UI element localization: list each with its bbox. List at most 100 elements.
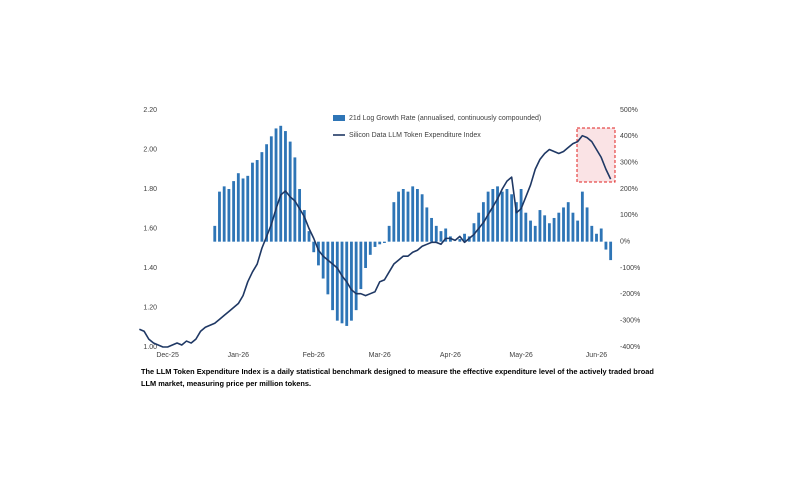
bar bbox=[566, 202, 570, 242]
y2-tick-label: 300% bbox=[620, 160, 638, 167]
bar bbox=[373, 241, 377, 247]
caption: The LLM Token Expenditure Index is a dai… bbox=[141, 367, 654, 388]
bar bbox=[232, 181, 236, 242]
bar bbox=[378, 241, 382, 245]
bar bbox=[505, 189, 509, 242]
y2-tick-label: -200% bbox=[620, 291, 640, 298]
bar bbox=[236, 173, 240, 242]
bar bbox=[595, 233, 598, 242]
y-tick-label: 1.80 bbox=[143, 186, 157, 193]
bar bbox=[486, 191, 490, 242]
y2-tick-label: -400% bbox=[620, 344, 640, 351]
bar bbox=[251, 162, 254, 242]
x-tick-label: Feb-26 bbox=[303, 352, 325, 359]
y2-tick-label: 400% bbox=[620, 133, 638, 140]
bar bbox=[430, 217, 433, 242]
bar bbox=[279, 125, 283, 242]
bar bbox=[265, 144, 269, 242]
bar bbox=[401, 189, 405, 242]
bar bbox=[538, 210, 542, 242]
y2-tick-label: -100% bbox=[620, 265, 640, 272]
bar bbox=[472, 223, 476, 242]
bar bbox=[552, 217, 556, 242]
y-tick-label: 2.20 bbox=[143, 107, 157, 114]
bar bbox=[406, 191, 410, 242]
bar bbox=[312, 241, 316, 253]
bar bbox=[246, 175, 250, 242]
bar bbox=[213, 225, 217, 242]
bar bbox=[524, 212, 528, 242]
bar bbox=[439, 231, 443, 242]
bar bbox=[510, 194, 514, 242]
bar bbox=[609, 241, 613, 261]
bar bbox=[420, 194, 424, 242]
bar bbox=[241, 178, 245, 242]
bar bbox=[463, 233, 466, 242]
bar bbox=[557, 212, 561, 242]
bar bbox=[543, 215, 547, 242]
y2-tick-label: 100% bbox=[620, 212, 638, 219]
bar bbox=[491, 189, 495, 242]
bar bbox=[293, 157, 297, 242]
x-tick-label: Apr-26 bbox=[440, 352, 461, 359]
bar bbox=[477, 212, 481, 242]
bar bbox=[359, 241, 363, 290]
bar bbox=[444, 228, 448, 242]
highlight-box bbox=[576, 127, 616, 183]
bar bbox=[340, 241, 344, 324]
bar bbox=[218, 191, 221, 242]
bar bbox=[326, 241, 330, 295]
bar bbox=[335, 241, 339, 321]
bar bbox=[350, 241, 353, 321]
index-line bbox=[139, 134, 612, 348]
legend-label: 21d Log Growth Rate (annualised, continu… bbox=[349, 115, 541, 122]
bar bbox=[274, 128, 278, 242]
y-tick-label: 1.20 bbox=[143, 304, 157, 311]
bar bbox=[260, 152, 264, 242]
bar bbox=[458, 239, 462, 242]
bar bbox=[500, 191, 504, 242]
bar bbox=[397, 191, 400, 242]
bar bbox=[514, 202, 518, 242]
x-tick-label: Dec-25 bbox=[156, 352, 179, 359]
y-tick-label: 1.40 bbox=[143, 265, 157, 272]
y-tick-label: 1.00 bbox=[143, 344, 157, 351]
bar bbox=[519, 189, 523, 242]
bar bbox=[533, 225, 537, 242]
bar bbox=[222, 186, 226, 242]
bar bbox=[317, 241, 320, 266]
x-tick-label: Mar-26 bbox=[369, 352, 391, 359]
bar bbox=[331, 241, 334, 311]
bar bbox=[269, 136, 273, 242]
bar bbox=[302, 210, 306, 242]
y2-tick-label: 200% bbox=[620, 186, 638, 193]
bar bbox=[529, 220, 532, 242]
bar bbox=[571, 212, 575, 242]
bar bbox=[227, 189, 231, 242]
bar bbox=[562, 207, 565, 242]
bar bbox=[387, 225, 391, 242]
bar bbox=[604, 241, 608, 250]
x-tick-label: Jun-26 bbox=[586, 352, 608, 359]
bar bbox=[368, 241, 372, 255]
bar bbox=[364, 241, 367, 268]
bar bbox=[411, 186, 415, 242]
bar bbox=[345, 241, 349, 326]
y2-tick-label: -300% bbox=[620, 318, 640, 325]
y-tick-label: 1.60 bbox=[143, 225, 157, 232]
bar bbox=[547, 223, 551, 242]
bar bbox=[580, 191, 584, 242]
legend-swatch bbox=[333, 115, 345, 121]
y2-tick-label: 500% bbox=[620, 107, 638, 114]
y2-tick-label: 0% bbox=[620, 239, 630, 246]
bar bbox=[288, 141, 292, 242]
bar bbox=[354, 241, 358, 311]
legend-label: Silicon Data LLM Token Expenditure Index bbox=[349, 132, 481, 139]
bar bbox=[585, 207, 589, 242]
bar bbox=[434, 225, 438, 242]
bar bbox=[576, 220, 580, 242]
bar bbox=[425, 207, 429, 242]
bar bbox=[321, 241, 325, 279]
